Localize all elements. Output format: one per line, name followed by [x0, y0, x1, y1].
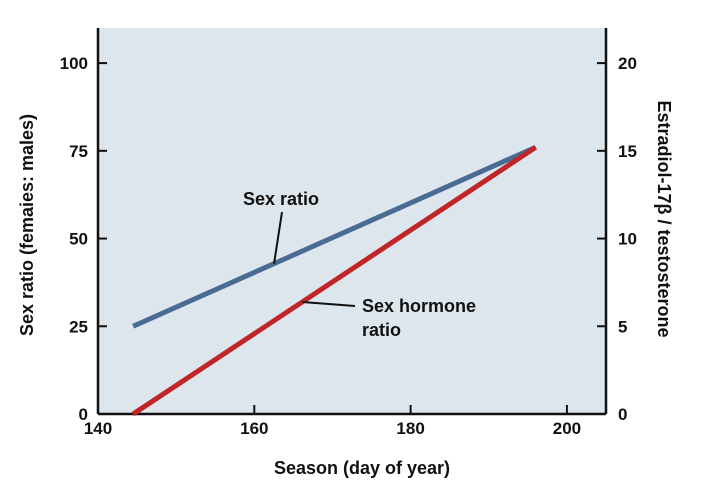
annotation-sex-hormone-ratio: Sex hormone: [362, 296, 476, 316]
y-right-tick-label: 10: [618, 230, 637, 249]
series-line-sex-hormone-ratio: [131, 145, 538, 417]
annotation-leader: [302, 300, 356, 307]
y-left-tick-label: 0: [79, 405, 88, 424]
x-tick-label: 180: [396, 419, 424, 438]
x-tick-label: 140: [84, 419, 112, 438]
x-tick-label: 200: [553, 419, 581, 438]
y-left-tick-label: 100: [60, 54, 88, 73]
x-axis-title: Season (day of year): [274, 458, 450, 478]
y-right-tick-label: 5: [618, 317, 627, 336]
x-tick-label: 160: [240, 419, 268, 438]
y-left-tick-label: 25: [69, 317, 88, 336]
annotation-sex-ratio: Sex ratio: [243, 189, 319, 209]
annotation-leader: [273, 211, 283, 264]
y-left-tick-label: 50: [69, 230, 88, 249]
series-line-sex-ratio: [132, 145, 537, 329]
y-right-tick-label: 15: [618, 142, 637, 161]
y-right-tick-label: 0: [618, 405, 627, 424]
annotation-sex-hormone-ratio-line2: ratio: [362, 320, 401, 340]
plot-background: [98, 28, 606, 414]
y-left-axis-title: Sex ratio (femaies: males): [17, 114, 37, 336]
y-left-tick-label: 75: [69, 142, 88, 161]
y-right-tick-label: 20: [618, 54, 637, 73]
y-right-axis-title: Estradiol-17β / testosterone: [654, 100, 674, 337]
